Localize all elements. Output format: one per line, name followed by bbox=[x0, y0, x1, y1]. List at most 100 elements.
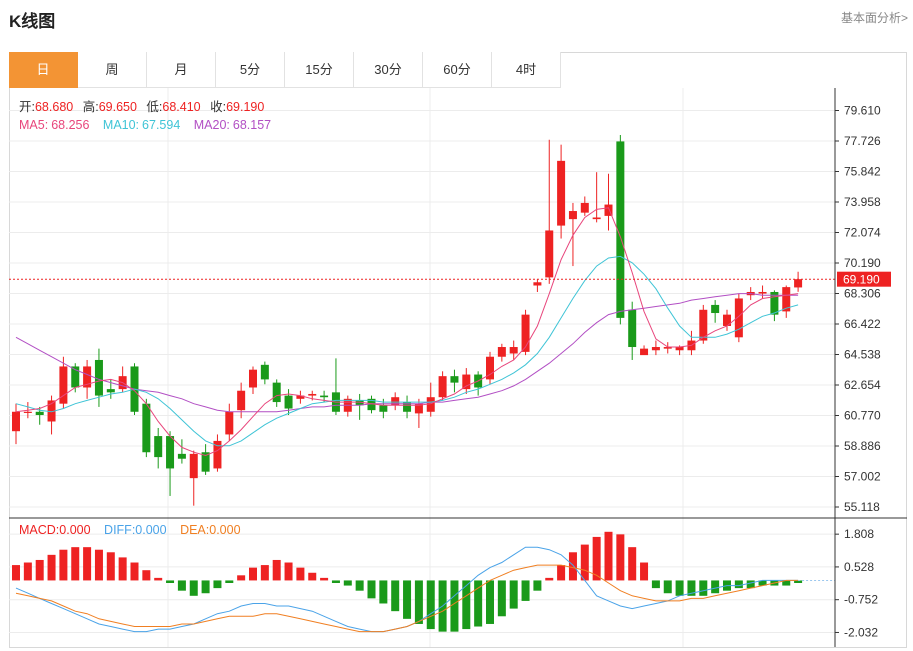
candle-body bbox=[592, 217, 601, 220]
candle-body bbox=[758, 291, 767, 294]
candle-body bbox=[651, 347, 660, 351]
macd-bar bbox=[734, 580, 743, 589]
candle-body bbox=[604, 204, 613, 216]
tab-60min[interactable]: 60分 bbox=[423, 52, 492, 88]
macd-bar bbox=[249, 567, 257, 581]
tab-week[interactable]: 周 bbox=[78, 52, 147, 88]
current-price-value: 69.190 bbox=[843, 273, 880, 287]
candle-body bbox=[521, 314, 530, 352]
candle-body bbox=[47, 400, 56, 422]
macd-bar bbox=[59, 549, 68, 581]
macd-bar bbox=[35, 559, 44, 581]
ohlc-legend: 开:68.680 高:69.650 低:68.410 收:69.190 bbox=[19, 99, 264, 114]
tab-4hour[interactable]: 4时 bbox=[492, 52, 561, 88]
macd-bar bbox=[225, 580, 234, 583]
price-tick-label: 72.074 bbox=[844, 226, 881, 240]
candle-body bbox=[94, 359, 103, 396]
candle-body bbox=[237, 390, 246, 411]
macd-bar bbox=[640, 562, 649, 581]
macd-bar bbox=[367, 580, 376, 599]
candle-body bbox=[568, 211, 577, 220]
ma20-value: 68.157 bbox=[233, 118, 271, 132]
ma5-line bbox=[15, 207, 799, 457]
macd-bar bbox=[782, 580, 791, 586]
macd-bar bbox=[355, 580, 364, 591]
candle-body bbox=[71, 366, 80, 388]
tab-day[interactable]: 日 bbox=[9, 52, 78, 88]
macd-bar bbox=[651, 580, 660, 589]
price-tick-label: 57.002 bbox=[844, 469, 881, 483]
candle-body bbox=[557, 160, 566, 226]
candle-body bbox=[23, 411, 32, 413]
candle-body bbox=[320, 395, 329, 398]
period-tabs: 日 周 月 5分 15分 30分 60分 4时 bbox=[9, 52, 561, 88]
close-label: 收: bbox=[210, 100, 226, 114]
candle-body bbox=[284, 395, 293, 409]
macd-bar bbox=[675, 580, 684, 596]
macd-bar bbox=[118, 557, 127, 581]
macd-bar bbox=[343, 580, 352, 586]
macd-bar bbox=[142, 570, 151, 581]
chart-grid bbox=[9, 88, 835, 647]
tab-30min[interactable]: 30分 bbox=[354, 52, 423, 88]
candle-body bbox=[450, 376, 459, 383]
macd-bar bbox=[545, 577, 554, 581]
macd-tick-label: -0.752 bbox=[844, 593, 878, 607]
price-tick-label: 55.118 bbox=[844, 500, 880, 514]
price-tick-label: 58.886 bbox=[844, 439, 881, 453]
candle-body bbox=[213, 440, 222, 469]
tab-month[interactable]: 月 bbox=[147, 52, 216, 88]
candle-body bbox=[83, 366, 92, 388]
fundamental-analysis-link[interactable]: 基本面分析> bbox=[840, 11, 908, 25]
close-value: 69.190 bbox=[226, 100, 264, 114]
price-tick-label: 64.538 bbox=[844, 347, 881, 361]
candle-body bbox=[414, 403, 423, 414]
macd-bar bbox=[260, 565, 269, 581]
macd-bar bbox=[379, 580, 388, 604]
macd-legend: MACD:0.000 DIFF:0.000 DEA:0.000 bbox=[19, 523, 241, 537]
macd-bar bbox=[320, 577, 329, 581]
macd-bar bbox=[509, 580, 518, 609]
macd-bar bbox=[592, 536, 601, 581]
macd-bar bbox=[557, 565, 566, 581]
candle-body bbox=[734, 298, 743, 338]
macd-bar bbox=[711, 580, 720, 594]
candle-body bbox=[486, 356, 494, 380]
macd-bar bbox=[474, 580, 483, 627]
candle-body bbox=[166, 436, 175, 469]
axes-layer: 79.610 77.726 75.842 73.958 72.074 70.190 68.3… bbox=[9, 88, 907, 647]
macd-bar bbox=[450, 580, 459, 632]
ma10-value: 67.594 bbox=[142, 118, 180, 132]
ma10-line bbox=[15, 255, 799, 447]
macd-bar bbox=[166, 580, 175, 583]
price-tick-label: 77.726 bbox=[844, 134, 881, 148]
candle-body bbox=[616, 141, 625, 318]
macd-layer bbox=[12, 531, 835, 633]
macd-bar bbox=[486, 580, 494, 624]
price-tick-label: 60.770 bbox=[844, 408, 881, 422]
candle-body bbox=[426, 397, 435, 412]
macd-bar bbox=[403, 580, 412, 619]
price-tick-label: 68.306 bbox=[844, 286, 881, 300]
candle-body bbox=[640, 348, 649, 356]
macd-bar bbox=[201, 580, 210, 594]
candle-body bbox=[533, 282, 542, 286]
tab-15min[interactable]: 15分 bbox=[285, 52, 354, 88]
candle-body bbox=[296, 395, 305, 399]
low-value: 68.410 bbox=[162, 100, 200, 114]
ma5-value: 68.256 bbox=[51, 118, 89, 132]
macd-bar bbox=[391, 580, 400, 612]
macd-bar bbox=[533, 580, 542, 591]
tab-5min[interactable]: 5分 bbox=[216, 52, 285, 88]
macd-bar bbox=[331, 580, 340, 583]
candle-body bbox=[189, 453, 198, 479]
candle-body bbox=[260, 364, 269, 380]
price-tick-label: 62.654 bbox=[844, 378, 881, 392]
low-label: 低: bbox=[146, 100, 162, 114]
macd-bar bbox=[284, 562, 293, 581]
ma-lines-layer bbox=[9, 207, 835, 457]
macd-tick-label: 0.528 bbox=[844, 560, 874, 574]
candle-body bbox=[142, 403, 151, 453]
macd-bar bbox=[604, 531, 613, 581]
